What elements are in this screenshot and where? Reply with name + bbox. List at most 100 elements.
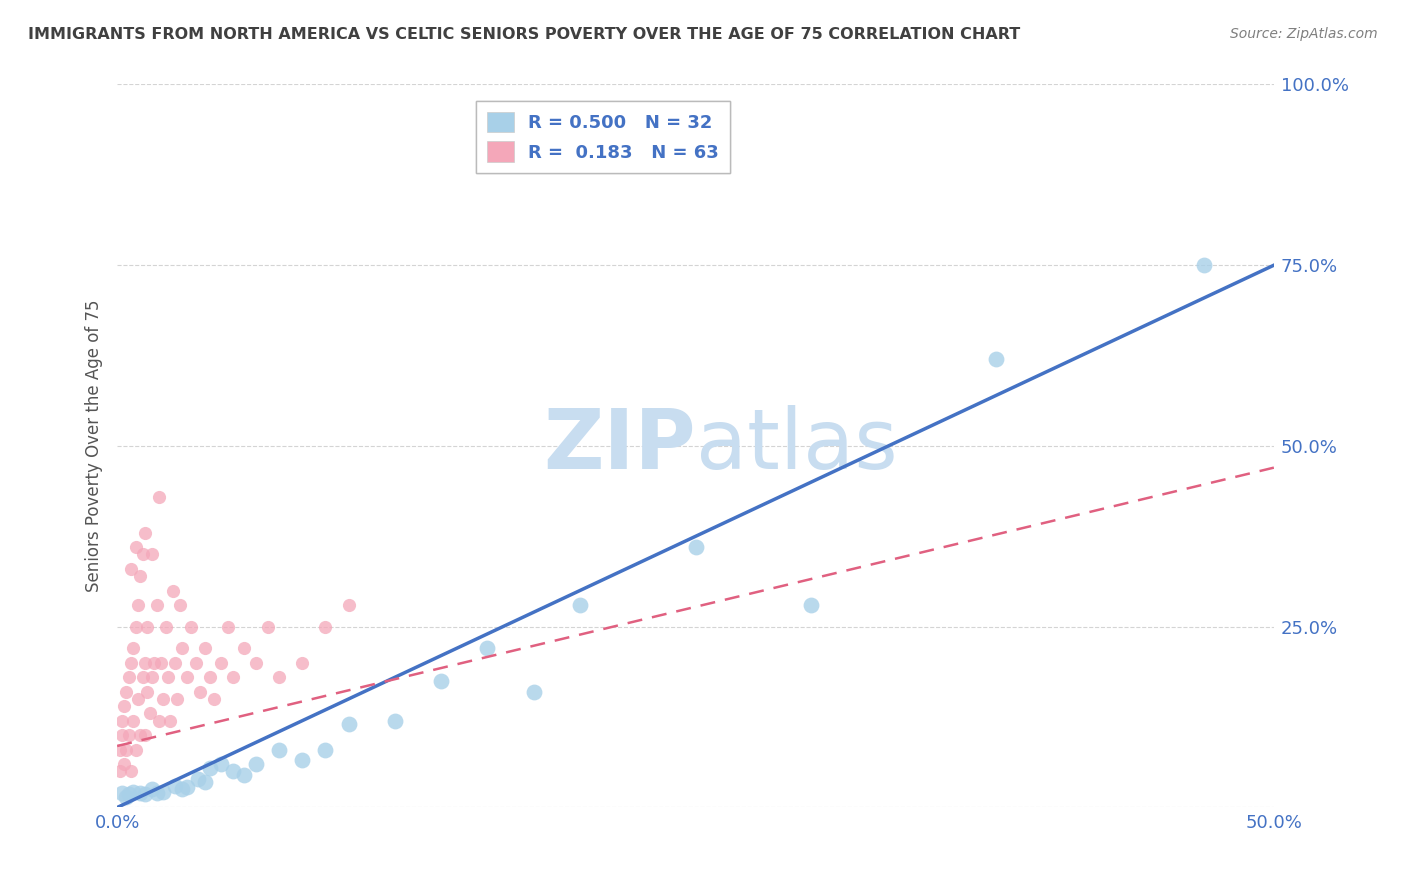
Y-axis label: Seniors Poverty Over the Age of 75: Seniors Poverty Over the Age of 75	[86, 300, 103, 592]
Point	[131, 670, 153, 684]
Point	[209, 656, 232, 670]
Point	[134, 656, 156, 670]
Point	[202, 692, 225, 706]
Point	[222, 764, 245, 779]
Point	[163, 656, 186, 670]
Point	[141, 782, 163, 797]
Legend: R = 0.500   N = 32, R =  0.183   N = 63: R = 0.500 N = 32, R = 0.183 N = 63	[477, 101, 730, 173]
Point	[134, 525, 156, 540]
Point	[176, 670, 198, 684]
Point	[120, 764, 142, 779]
Point	[233, 768, 256, 782]
Point	[198, 670, 221, 684]
Point	[118, 670, 141, 684]
Point	[180, 620, 202, 634]
Point	[157, 670, 180, 684]
Point	[115, 789, 138, 804]
Point	[245, 656, 267, 670]
Point	[141, 548, 163, 562]
Point	[169, 598, 191, 612]
Point	[108, 764, 131, 779]
Point	[523, 685, 546, 699]
Point	[143, 656, 166, 670]
Point	[129, 786, 152, 800]
Point	[685, 540, 707, 554]
Point	[112, 699, 135, 714]
Point	[122, 641, 145, 656]
Point	[337, 717, 360, 731]
Point	[112, 757, 135, 772]
Point	[209, 757, 232, 772]
Point	[111, 714, 134, 728]
Point	[115, 742, 138, 756]
Point	[145, 598, 167, 612]
Point	[118, 788, 141, 802]
Point	[136, 620, 159, 634]
Text: IMMIGRANTS FROM NORTH AMERICA VS CELTIC SENIORS POVERTY OVER THE AGE OF 75 CORRE: IMMIGRANTS FROM NORTH AMERICA VS CELTIC …	[28, 27, 1021, 42]
Point	[148, 714, 170, 728]
Point	[134, 728, 156, 742]
Point	[120, 656, 142, 670]
Point	[198, 761, 221, 775]
Point	[122, 784, 145, 798]
Point	[986, 352, 1008, 367]
Point	[125, 742, 148, 756]
Point	[141, 670, 163, 684]
Point	[127, 692, 149, 706]
Point	[477, 641, 499, 656]
Point	[269, 742, 291, 756]
Point	[194, 641, 217, 656]
Point	[150, 656, 173, 670]
Point	[176, 780, 198, 795]
Point	[159, 714, 181, 728]
Point	[145, 786, 167, 800]
Point	[127, 598, 149, 612]
Point	[337, 598, 360, 612]
Point	[190, 685, 212, 699]
Point	[120, 562, 142, 576]
Point	[256, 620, 278, 634]
Point	[170, 641, 193, 656]
Point	[125, 540, 148, 554]
Point	[138, 706, 160, 721]
Point	[568, 598, 591, 612]
Point	[163, 779, 186, 793]
Point	[111, 786, 134, 800]
Point	[384, 714, 406, 728]
Point	[430, 673, 453, 688]
Point	[245, 757, 267, 772]
Text: Source: ZipAtlas.com: Source: ZipAtlas.com	[1230, 27, 1378, 41]
Point	[129, 569, 152, 583]
Point	[217, 620, 239, 634]
Point	[291, 656, 314, 670]
Point	[800, 598, 823, 612]
Point	[134, 788, 156, 802]
Point	[108, 742, 131, 756]
Point	[1194, 258, 1216, 272]
Point	[155, 620, 177, 634]
Point	[122, 714, 145, 728]
Point	[269, 670, 291, 684]
Point	[136, 685, 159, 699]
Point	[115, 685, 138, 699]
Point	[162, 583, 184, 598]
Point	[148, 490, 170, 504]
Point	[111, 728, 134, 742]
Point	[166, 692, 188, 706]
Point	[314, 742, 336, 756]
Point	[152, 692, 174, 706]
Text: ZIP: ZIP	[543, 406, 696, 486]
Point	[314, 620, 336, 634]
Point	[131, 548, 153, 562]
Point	[118, 728, 141, 742]
Point	[187, 772, 209, 786]
Point	[152, 784, 174, 798]
Point	[222, 670, 245, 684]
Point	[233, 641, 256, 656]
Point	[125, 620, 148, 634]
Point	[170, 782, 193, 797]
Point	[291, 754, 314, 768]
Point	[184, 656, 207, 670]
Point	[194, 775, 217, 789]
Text: atlas: atlas	[696, 406, 897, 486]
